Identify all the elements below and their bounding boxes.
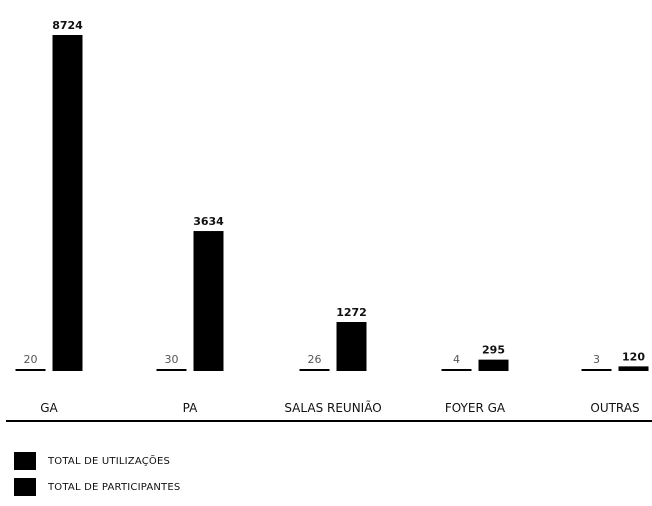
bar-participantes-3 <box>478 359 509 371</box>
category-label-4: OUTRAS <box>590 401 639 415</box>
value-label-participantes-4: 120 <box>622 350 645 363</box>
bar-participantes-1 <box>193 231 224 371</box>
value-label-utilizacoes-3: 4 <box>453 353 460 366</box>
category-label-2: SALAS REUNIÃO <box>284 400 381 415</box>
bars-layer <box>15 35 649 371</box>
bar-utilizacoes-2 <box>299 369 330 371</box>
bar-participantes-4 <box>618 366 649 371</box>
value-label-utilizacoes-2: 26 <box>308 353 322 366</box>
legend-item-utilizacoes: TOTAL DE UTILIZAÇÕES <box>14 452 180 470</box>
bar-participantes-0 <box>52 35 83 371</box>
bar-utilizacoes-4 <box>581 369 612 371</box>
legend-item-participantes: TOTAL DE PARTICIPANTES <box>14 478 180 496</box>
value-label-participantes-2: 1272 <box>336 306 367 319</box>
value-label-participantes-3: 295 <box>482 344 505 357</box>
value-label-utilizacoes-1: 30 <box>165 353 179 366</box>
labels-layer: 20 8724 GA 30 3634 PA 26 1272 SALAS REUNIÃO 4 295 F… <box>24 19 646 415</box>
legend-label-utilizacoes: TOTAL DE UTILIZAÇÕES <box>48 455 171 467</box>
value-label-participantes-1: 3634 <box>193 215 224 228</box>
legend-label-participantes: TOTAL DE PARTICIPANTES <box>48 481 181 493</box>
category-label-0: GA <box>40 401 58 415</box>
category-label-1: PA <box>183 401 198 415</box>
bar-participantes-2 <box>336 322 367 371</box>
category-label-3: FOYER GA <box>445 401 506 415</box>
value-label-participantes-0: 8724 <box>52 19 83 32</box>
legend-swatch-utilizacoes <box>14 452 36 470</box>
value-label-utilizacoes-4: 3 <box>593 353 600 366</box>
bar-utilizacoes-1 <box>156 369 187 371</box>
bar-utilizacoes-3 <box>441 369 472 371</box>
value-label-utilizacoes-0: 20 <box>24 353 38 366</box>
legend: TOTAL DE UTILIZAÇÕES TOTAL DE PARTICIPAN… <box>14 452 180 504</box>
legend-swatch-participantes <box>14 478 36 496</box>
bar-utilizacoes-0 <box>15 369 46 371</box>
